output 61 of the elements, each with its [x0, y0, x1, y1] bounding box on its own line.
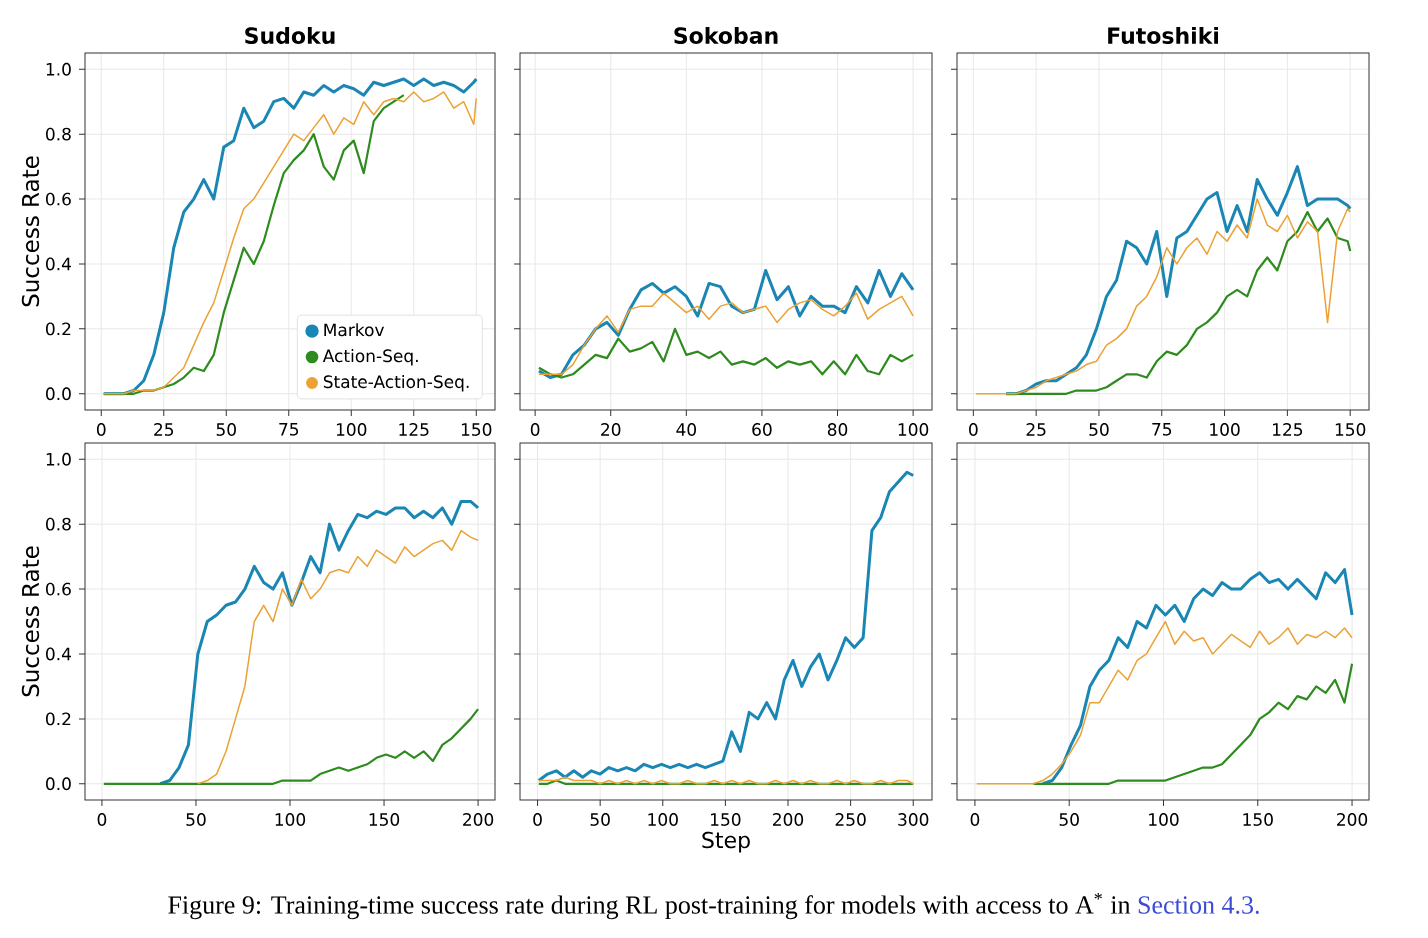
- x-tick-label: 40: [676, 423, 697, 436]
- chart-title: Sokoban: [674, 26, 778, 44]
- x-tick-label: 250: [835, 813, 866, 826]
- x-axis-title: Step: [702, 831, 750, 853]
- y-tick-label: 0.4: [46, 647, 71, 661]
- y-tick-label: 0.2: [46, 712, 71, 726]
- y-tick-label: 0.8: [46, 127, 71, 141]
- caption: Figure 9: Training-time success rate during RL post-training for models with access to A$^{*}$ in: [168, 892, 1131, 920]
- y-tick-label: 0.4: [46, 257, 71, 271]
- x-tick-label: 50: [186, 813, 206, 826]
- x-tick-label: 150: [461, 423, 492, 436]
- x-tick-label: 150: [369, 813, 400, 826]
- x-tick-label: 0: [97, 813, 107, 826]
- chart-title: Futoshiki: [1108, 26, 1219, 44]
- x-tick-label: 0: [96, 423, 106, 436]
- y-axis-title: Success Rate: [21, 546, 40, 697]
- x-tick-label: 100: [898, 423, 929, 436]
- y-tick-label: 0.6: [46, 582, 71, 596]
- line-series: [158, 499, 480, 786]
- text: Section 4.3.: [1138, 896, 1259, 914]
- y-tick-label: 1.0: [46, 452, 71, 466]
- x-tick-label: 20: [601, 423, 621, 436]
- y-tick-label: 0.0: [46, 777, 71, 791]
- x-tick-label: 0: [969, 423, 978, 436]
- x-tick-label: 75: [279, 423, 299, 436]
- y-tick-label: 0.0: [46, 387, 71, 401]
- x-tick-label: 125: [399, 423, 429, 436]
- x-tick-label: 100: [336, 423, 367, 436]
- x-tick-label: 200: [1337, 813, 1368, 826]
- x-tick-label: 60: [752, 423, 772, 436]
- x-tick-label: 0: [970, 813, 980, 826]
- x-tick-label: 25: [154, 423, 174, 436]
- x-tick-label: 100: [648, 813, 678, 826]
- y-tick-label: 0.2: [46, 322, 71, 336]
- x-tick-label: 300: [898, 813, 929, 826]
- legend-label: State-Action-Seq.: [323, 374, 469, 392]
- x-tick-label: 150: [1335, 423, 1366, 436]
- x-tick-label: 150: [1243, 813, 1273, 826]
- x-tick-label: 200: [463, 813, 494, 826]
- x-tick-label: 80: [827, 423, 848, 436]
- x-tick-label: 75: [1152, 423, 1172, 436]
- x-tick-label: 125: [1273, 423, 1303, 436]
- y-axis-title: Success Rate: [21, 156, 40, 307]
- y-tick-label: 1.0: [46, 62, 71, 76]
- x-tick-label: 100: [1149, 813, 1179, 826]
- x-tick-label: 50: [590, 813, 610, 826]
- chart-title: Sudoku: [245, 26, 335, 44]
- legend-label: Markov: [324, 323, 385, 337]
- x-tick-label: 50: [216, 423, 236, 436]
- y-tick-label: 0.8: [46, 517, 71, 531]
- x-tick-label: 50: [1089, 423, 1109, 436]
- x-tick-label: 0: [533, 813, 542, 826]
- x-tick-label: 150: [711, 813, 741, 826]
- y-tick-label: 0.6: [46, 192, 71, 206]
- x-tick-label: 100: [1210, 423, 1240, 436]
- legend-label: Action-Seq.: [322, 349, 418, 366]
- x-tick-label: 50: [1059, 813, 1079, 826]
- x-tick-label: 200: [773, 813, 804, 826]
- x-tick-label: 0: [530, 423, 540, 436]
- x-tick-label: 25: [1026, 423, 1046, 436]
- x-tick-label: 100: [275, 813, 306, 826]
